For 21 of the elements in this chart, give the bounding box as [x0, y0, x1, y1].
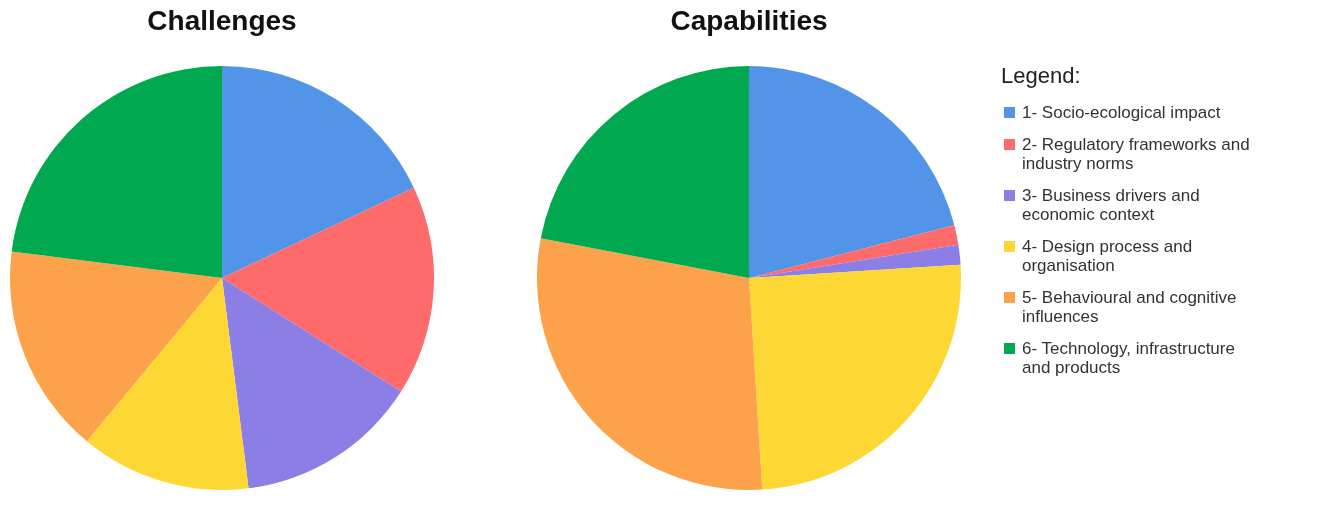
legend-label: 4- Design process and organisation: [1022, 236, 1193, 275]
legend-label: 1- Socio-ecological impact: [1022, 102, 1221, 122]
chart-title: Challenges: [147, 5, 297, 36]
pie-slice: [10, 251, 222, 442]
pie-slice: [222, 187, 434, 392]
pie-slice: [11, 66, 222, 278]
pie-slice: [749, 66, 955, 278]
legend-label: 3- Business drivers and economic context: [1022, 185, 1200, 224]
pie-slice: [222, 278, 401, 489]
pie-slice: [749, 264, 961, 490]
legend-title: Legend:: [1001, 63, 1081, 88]
pie-slice: [86, 278, 249, 490]
pie-slice: [222, 66, 414, 278]
pie-slice: [749, 225, 959, 278]
legend-label: 6- Technology, infrastructure and products: [1022, 338, 1235, 377]
legend-label: 2- Regulatory frameworks and industry norms: [1022, 134, 1250, 173]
legend-label: 5- Behavioural and cognitive influences: [1022, 287, 1237, 326]
pie-slice: [749, 244, 961, 278]
pie-slice: [540, 66, 749, 278]
pie-slice: [537, 238, 763, 490]
chart-title: Capabilities: [670, 5, 828, 36]
